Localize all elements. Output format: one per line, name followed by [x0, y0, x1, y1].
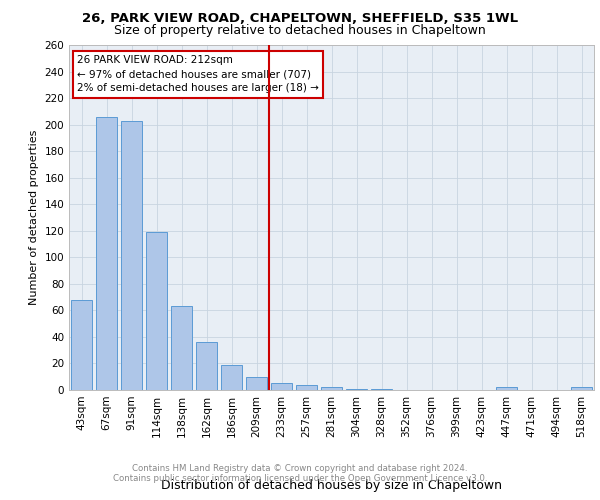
Bar — [271, 384, 292, 390]
Text: Size of property relative to detached houses in Chapeltown: Size of property relative to detached ho… — [114, 24, 486, 37]
Bar — [246, 376, 267, 390]
Bar — [171, 306, 192, 390]
Bar — [346, 388, 367, 390]
Bar — [371, 388, 392, 390]
Bar — [121, 120, 142, 390]
Bar — [496, 388, 517, 390]
Text: Contains public sector information licensed under the Open Government Licence v3: Contains public sector information licen… — [113, 474, 487, 483]
Bar — [571, 388, 592, 390]
Text: Contains HM Land Registry data © Crown copyright and database right 2024.: Contains HM Land Registry data © Crown c… — [132, 464, 468, 473]
Bar — [96, 116, 117, 390]
Bar — [196, 342, 217, 390]
Bar — [221, 365, 242, 390]
Text: 26, PARK VIEW ROAD, CHAPELTOWN, SHEFFIELD, S35 1WL: 26, PARK VIEW ROAD, CHAPELTOWN, SHEFFIEL… — [82, 12, 518, 26]
Bar — [146, 232, 167, 390]
Text: 26 PARK VIEW ROAD: 212sqm
← 97% of detached houses are smaller (707)
2% of semi-: 26 PARK VIEW ROAD: 212sqm ← 97% of detac… — [77, 56, 319, 94]
X-axis label: Distribution of detached houses by size in Chapeltown: Distribution of detached houses by size … — [161, 478, 502, 492]
Bar — [71, 300, 92, 390]
Bar — [321, 388, 342, 390]
Bar — [296, 384, 317, 390]
Y-axis label: Number of detached properties: Number of detached properties — [29, 130, 39, 305]
